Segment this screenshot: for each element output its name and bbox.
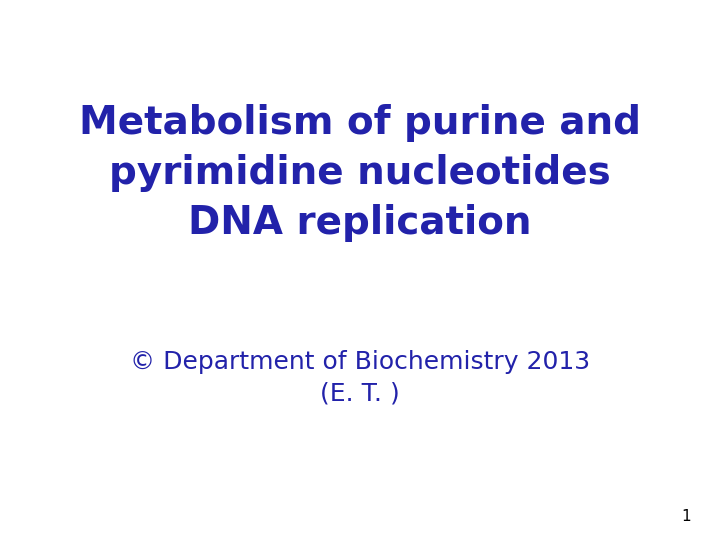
Text: Metabolism of purine and
pyrimidine nucleotides
DNA replication: Metabolism of purine and pyrimidine nucl… bbox=[79, 104, 641, 242]
Text: © Department of Biochemistry 2013
(E. T. ): © Department of Biochemistry 2013 (E. T.… bbox=[130, 350, 590, 406]
Text: 1: 1 bbox=[682, 509, 691, 524]
